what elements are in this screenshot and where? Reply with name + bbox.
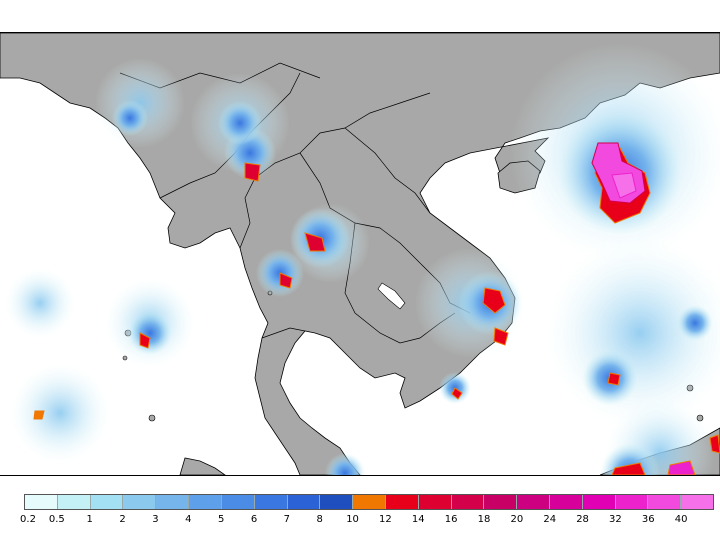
legend-tick-label: 10 (346, 514, 359, 525)
legend-tick-label: 2 (119, 514, 126, 525)
legend-swatch (123, 495, 157, 509)
land-sumatra (179, 457, 226, 475)
legend-tick-label: 24 (543, 514, 557, 525)
legend-tick-label: 40 (674, 514, 688, 525)
legend-swatch (550, 495, 583, 509)
legend-tick-label: 20 (510, 514, 524, 525)
legend-tick-label: 14 (411, 514, 425, 525)
legend-swatch (221, 495, 255, 509)
legend-colorbar (24, 494, 714, 510)
legend-swatch (582, 495, 616, 509)
tonle-sap-lake (377, 282, 406, 310)
legend-tick-labels: 0.2 0.5 1 2 3 4 5 6 7 8 10 12 14 16 18 20 24 28 32 36 40 (0, 514, 720, 530)
legend-tick-label: 4 (185, 514, 192, 525)
legend-swatch (254, 495, 288, 509)
legend-swatch (57, 495, 91, 509)
legend-swatch (451, 495, 485, 509)
legend-swatch (517, 495, 550, 509)
legend-swatch (484, 495, 518, 509)
legend-swatch (681, 495, 714, 509)
map-canvas (0, 33, 720, 475)
legend-tick-label: 12 (379, 514, 392, 525)
legend-tick-label: 28 (576, 514, 589, 525)
legend-tick-label: 6 (250, 514, 258, 525)
legend-tick-label: 0.5 (48, 514, 65, 525)
legend-swatch (353, 495, 386, 509)
legend-tick-label: 36 (641, 514, 655, 525)
legend-swatch (418, 495, 452, 509)
legend-tick-label: 7 (283, 514, 291, 525)
legend-swatch (320, 495, 354, 509)
legend-tick-label: 18 (477, 514, 491, 525)
legend-swatch (189, 495, 222, 509)
legend-swatch (385, 495, 419, 509)
precip-heavy (33, 142, 720, 475)
legend-swatch (156, 495, 190, 509)
precipitation-map (0, 32, 720, 476)
legend-swatch (25, 495, 58, 509)
legend-swatch (287, 495, 321, 509)
legend-swatch (90, 495, 124, 509)
legend-tick-label: 16 (444, 514, 458, 525)
legend-tick-label: 0.2 (20, 514, 36, 525)
legend-swatch (615, 495, 649, 509)
legend-tick-label: 5 (217, 514, 225, 525)
legend-tick-label: 1 (86, 514, 93, 525)
legend-tick-label: 8 (316, 514, 323, 525)
legend-tick-label: 32 (609, 514, 622, 525)
legend-tick-label: 3 (152, 514, 159, 525)
legend-swatch (648, 495, 682, 509)
